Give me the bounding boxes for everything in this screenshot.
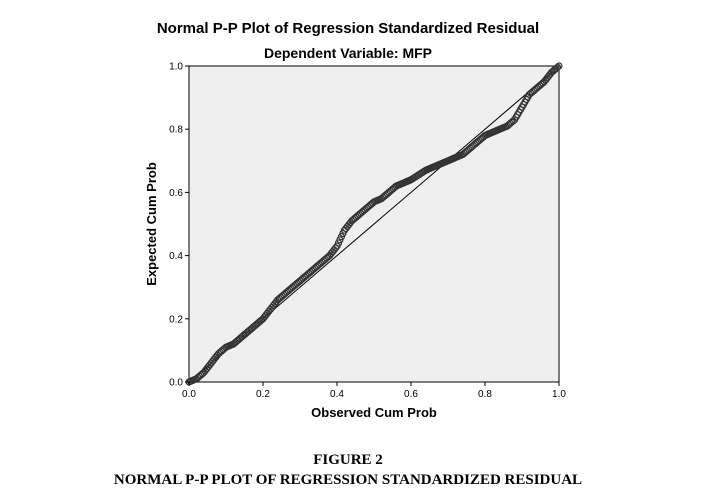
x-tick-label: 0.8	[478, 389, 492, 400]
data-point	[331, 244, 340, 252]
x-tick-label: 0.2	[256, 389, 270, 400]
figure-caption: NORMAL P-P PLOT OF REGRESSION STANDARDIZ…	[113, 472, 583, 488]
data-point	[555, 62, 563, 70]
y-axis-label: Expected Cum Prob	[144, 162, 159, 286]
x-tick-label: 1.0	[552, 389, 566, 400]
data-point	[553, 63, 562, 71]
chart-subtitle: Dependent Variable: MFP	[263, 45, 433, 61]
x-tick-label: 0.0	[182, 389, 196, 400]
x-tick-label: 0.4	[330, 389, 344, 400]
y-tick-label: 1.0	[169, 62, 183, 73]
chart-title: Normal P-P Plot of Regression Standardiz…	[156, 20, 540, 37]
y-tick-label: 0.0	[169, 378, 183, 389]
x-tick-label: 0.6	[404, 389, 418, 400]
y-tick-label: 0.8	[169, 125, 183, 136]
y-tick-label: 0.6	[169, 188, 183, 199]
figure-number: FIGURE 2	[313, 452, 383, 468]
y-tick-label: 0.2	[169, 314, 183, 325]
y-tick-label: 0.4	[169, 251, 183, 262]
x-axis-label: Observed Cum Prob	[311, 405, 437, 420]
